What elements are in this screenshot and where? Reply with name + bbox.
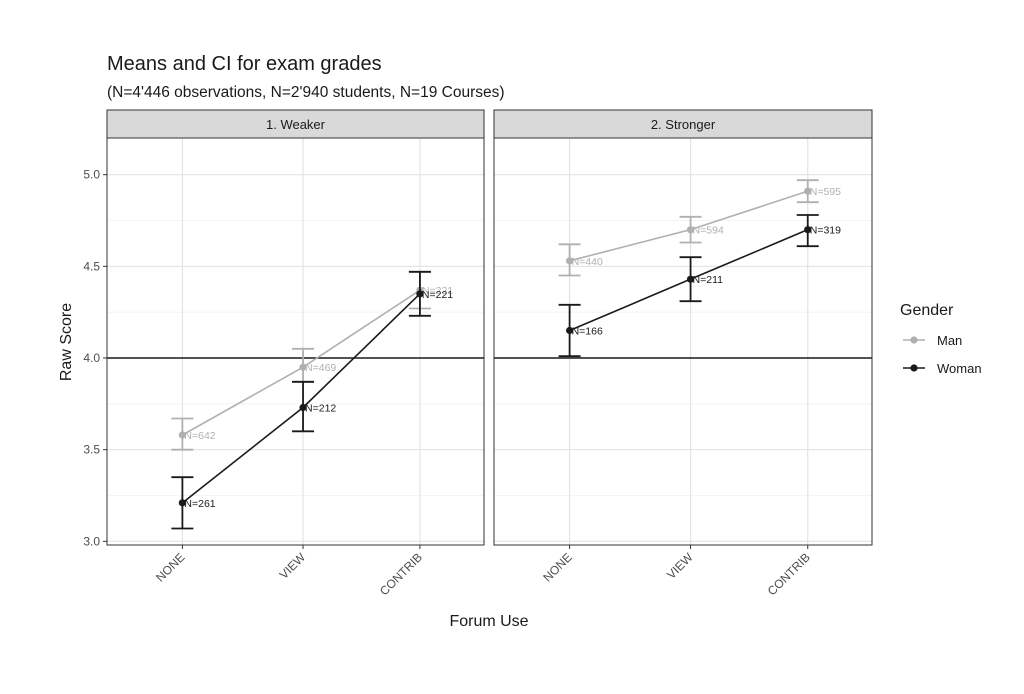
n-label-man: N=642 (184, 430, 215, 442)
chart-subtitle: (N=4'446 observations, N=2'940 students,… (107, 84, 505, 101)
y-tick-label: 4.5 (83, 259, 100, 273)
n-label-woman: N=261 (184, 498, 215, 510)
chart-title: Means and CI for exam grades (107, 53, 382, 75)
x-tick-label: NONE (540, 550, 574, 584)
x-tick-label: CONTRIB (765, 550, 813, 598)
facet-strip-label: 2. Stronger (651, 117, 716, 132)
n-label-woman: N=221 (422, 289, 453, 301)
n-label-man: N=221 (422, 285, 453, 297)
legend: Gender Man Woman (900, 302, 982, 376)
x-tick-label: VIEW (664, 550, 696, 582)
x-tick-label: NONE (153, 550, 187, 584)
facet-panels: 1. Weaker N=642 N=469 N=221 N=261 N=212 N=221 N… (83, 109, 873, 598)
legend-label-woman: Woman (937, 361, 982, 376)
legend-label-man: Man (937, 333, 962, 348)
facet-panel-2: 2. Stronger N=440 N=594 N=595 N=166 N=211 N=31… (493, 109, 873, 598)
data-point-woman (178, 499, 186, 507)
legend-title: Gender (900, 302, 954, 319)
n-label-woman: N=212 (305, 403, 336, 415)
data-point-man (178, 431, 186, 439)
data-point-woman (686, 275, 695, 283)
data-point-man (299, 363, 307, 371)
y-tick-label: 5.0 (83, 168, 100, 182)
data-point-woman (299, 403, 307, 412)
legend-key-point-man (910, 336, 918, 344)
y-tick-label: 3.0 (83, 534, 100, 548)
y-tick-label: 4.0 (83, 351, 100, 365)
n-label-man: N=440 (572, 256, 603, 268)
data-point-man (566, 257, 574, 265)
data-point-man (686, 226, 695, 234)
data-point-woman (416, 290, 424, 298)
x-tick-label: CONTRIB (377, 550, 425, 598)
y-axis-title: Raw Score (58, 303, 75, 381)
data-point-woman (566, 326, 574, 335)
panel-background (107, 138, 484, 545)
n-label-woman: N=166 (572, 326, 603, 338)
n-label-woman: N=211 (693, 274, 724, 286)
x-axis-title: Forum Use (449, 613, 528, 630)
n-label-woman: N=319 (810, 225, 841, 237)
n-label-man: N=594 (693, 225, 724, 237)
panel-background (494, 138, 872, 545)
data-point-woman (804, 226, 812, 234)
n-label-man: N=595 (810, 186, 841, 198)
facet-strip-label: 1. Weaker (266, 117, 326, 132)
facet-strip (106, 109, 485, 139)
panel-border (106, 137, 485, 546)
legend-key-point-woman (910, 364, 918, 372)
data-point-man (804, 187, 812, 195)
n-label-man: N=469 (305, 362, 336, 374)
panel-border (493, 137, 873, 546)
x-tick-label: VIEW (277, 550, 309, 582)
facet-panel-1: 1. Weaker N=642 N=469 N=221 N=261 N=212 N=221 N… (83, 109, 485, 598)
facet-strip (493, 109, 873, 139)
y-tick-label: 3.5 (83, 443, 100, 457)
